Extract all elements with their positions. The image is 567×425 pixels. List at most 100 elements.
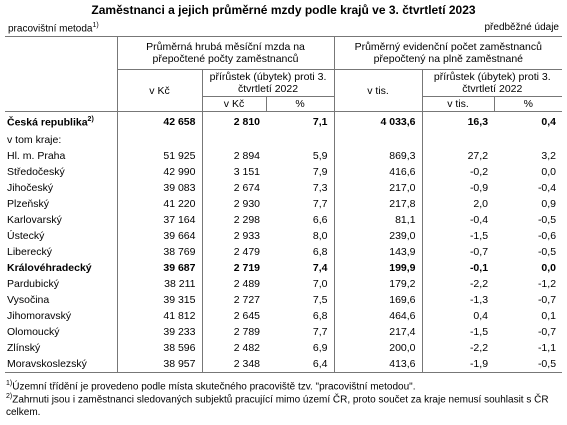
cell: 0,9	[541, 198, 557, 210]
cell: -1,3	[469, 294, 489, 306]
footnote-text: Územní třídění je provedeno podle místa …	[12, 381, 416, 393]
cell: 416,6	[334, 164, 423, 180]
footnote-mark: 1)	[6, 380, 13, 387]
table-row: Jihomoravský 41 812 2 645 6,8 464,6 0,4 0,1	[5, 308, 562, 324]
cell: 39 687	[117, 260, 203, 276]
row-label: Středočeský	[5, 164, 118, 180]
cell: 2 930	[233, 198, 260, 210]
row-label-text: Jihomoravský	[7, 310, 72, 322]
cell: -0,6	[537, 230, 557, 242]
row-label: Jihočeský	[5, 180, 118, 196]
cell: 0,0	[541, 262, 557, 274]
row-label: Moravskoslezský	[5, 356, 118, 373]
method-note: 1)	[92, 22, 99, 29]
cell: -2,2	[469, 278, 489, 290]
row-label: Olomoucký	[5, 324, 118, 340]
table-row: Česká republika2) 42 658 2 810 7,1 4 033,6 16…	[5, 111, 563, 132]
cell: -1,1	[537, 342, 557, 354]
cell: 217,4	[334, 324, 423, 340]
cell: 6,6	[266, 212, 335, 228]
cell: 0,0	[541, 166, 557, 178]
cell: 37 164	[117, 212, 203, 228]
row-label-text: Liberecký	[7, 246, 52, 258]
cell: 2 933	[233, 230, 260, 242]
cell: 0,4	[494, 111, 563, 132]
cell: 7,4	[266, 260, 335, 276]
row-label-text: Královéhradecký	[7, 262, 92, 274]
section-label: v tom kraje:	[5, 132, 118, 148]
cell: -1,9	[469, 358, 489, 370]
footnote: 1)Územní třídění je provedeno podle míst…	[6, 377, 551, 393]
row-label: Plzeňský	[5, 196, 118, 212]
row-label: Vysočina	[5, 292, 118, 308]
cell: 464,6	[334, 308, 423, 324]
unit-header: %	[493, 96, 563, 112]
empty-cell	[266, 132, 335, 148]
cell: 42 658	[117, 111, 203, 132]
table-row: Jihočeský 39 083 2 674 7,3 217,0 -0,9 -0,4	[5, 180, 562, 196]
group-header: Průměrná hrubá měsíční mzda na přepočten…	[116, 36, 335, 70]
cell: 2 298	[233, 214, 260, 226]
table-row: Pardubický 38 211 2 489 7,0 179,2 -2,2 -1,2	[5, 276, 562, 292]
row-label-text: Středočeský	[7, 166, 65, 178]
cell: -0,7	[469, 246, 489, 258]
cell: 38 596	[117, 340, 203, 356]
row-label-text: Hl. m. Praha	[7, 150, 66, 162]
empty-cell	[334, 132, 423, 148]
status: předběžné údaje	[484, 22, 559, 33]
cell: 42 990	[117, 164, 203, 180]
cell: 16,3	[422, 111, 495, 132]
section-row: v tom kraje:	[5, 132, 562, 148]
cell: 7,9	[266, 164, 335, 180]
unit-header: v Kč	[201, 96, 267, 112]
row-label-text: Česká republika	[7, 116, 88, 129]
cell: -0,4	[537, 182, 557, 194]
cell: -1,5	[469, 230, 489, 242]
cell: 81,1	[334, 212, 423, 228]
cell: 169,6	[334, 292, 423, 308]
cell: -0,1	[469, 262, 489, 274]
table-row: Středočeský 42 990 3 151 7,9 416,6 -0,2 0,0	[5, 164, 562, 180]
cell: -0,5	[537, 214, 557, 226]
cell: 179,2	[334, 276, 423, 292]
cell: 6,4	[266, 356, 335, 373]
cell: 0,1	[541, 310, 557, 322]
unit-header: %	[265, 96, 335, 112]
cell: 38 769	[117, 244, 203, 260]
row-label-text: Vysočina	[7, 294, 50, 306]
cell: 8,0	[266, 228, 335, 244]
table-row: Liberecký 38 769 2 479 6,8 143,9 -0,7 -0,5	[5, 244, 562, 260]
cell: 6,8	[266, 244, 335, 260]
table-row: Královéhradecký 39 687 2 719 7,4 199,9 -0,1 0,…	[5, 260, 562, 276]
cell: 5,9	[266, 148, 335, 164]
cell: -2,2	[469, 342, 489, 354]
cell: 413,6	[334, 356, 423, 373]
cell: 7,1	[266, 111, 335, 132]
cell: 2 894	[233, 150, 260, 162]
cell: 41 220	[117, 196, 203, 212]
cell: 2 482	[233, 342, 260, 354]
table-row: Zlínský 38 596 2 482 6,9 200,0 -2,2 -1,1	[5, 340, 562, 356]
cell: -1,5	[469, 326, 489, 338]
cell: 3,2	[541, 150, 557, 162]
sub-header: v tis.	[333, 69, 423, 112]
row-note: 2)	[87, 115, 94, 123]
cell: 27,2	[467, 150, 489, 162]
cell: 2 674	[233, 182, 260, 194]
row-label-text: Ústecký	[7, 230, 45, 242]
cell: 7,5	[266, 292, 335, 308]
row-label: Jihomoravský	[5, 308, 118, 324]
table-row: Plzeňský 41 220 2 930 7,7 217,8 2,0 0,9	[5, 196, 562, 212]
cell: 2 645	[233, 310, 260, 322]
cell: 6,8	[266, 308, 335, 324]
row-label: Česká republika2)	[5, 111, 118, 132]
row-label-text: Plzeňský	[7, 198, 50, 210]
cell: 39 315	[117, 292, 203, 308]
footnote-text: Zahrnuti jsou i zaměstnanci sledovaných …	[6, 394, 549, 419]
sub-header: přírůstek (úbytek) proti 3. čtvrtletí 20…	[201, 69, 335, 97]
cell: 2 727	[233, 294, 260, 306]
cell: 217,0	[334, 180, 423, 196]
empty-cell	[117, 132, 203, 148]
cell: -0,9	[469, 182, 489, 194]
